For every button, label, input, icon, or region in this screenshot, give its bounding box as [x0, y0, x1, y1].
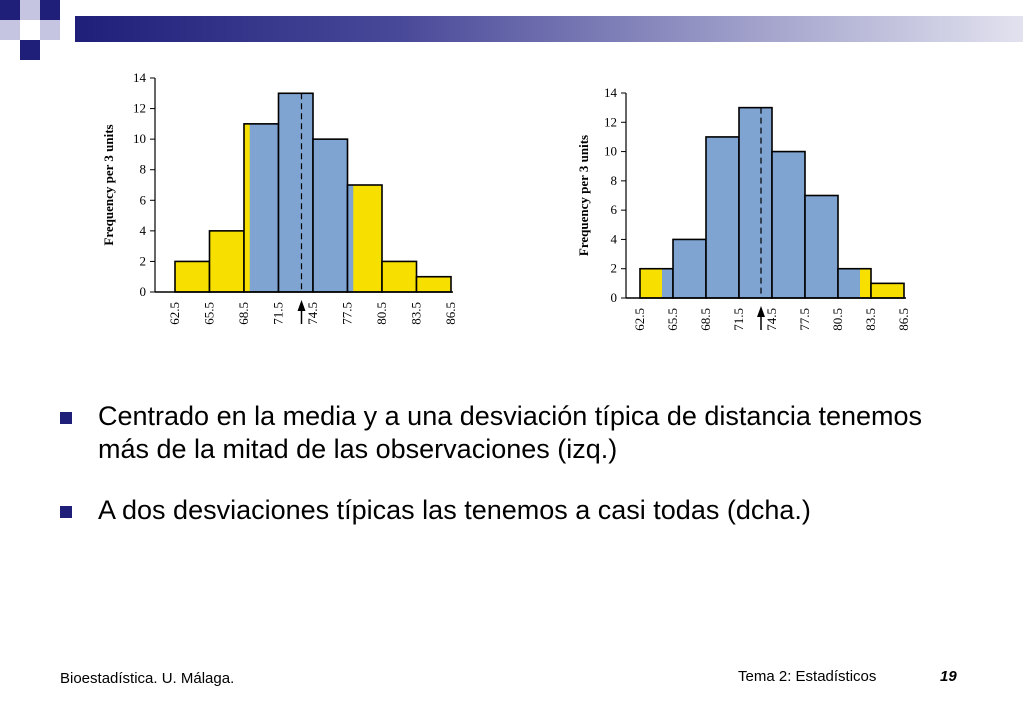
bar-fill-blue [347, 185, 354, 292]
x-tick-label: 71.5 [271, 302, 286, 325]
x-tick-label: 77.5 [797, 308, 812, 331]
x-tick-label: 77.5 [340, 302, 355, 325]
bar-fill-yellow [382, 261, 417, 292]
y-tick-label: 6 [140, 192, 147, 207]
y-tick-label: 10 [133, 131, 146, 146]
footer-course: Bioestadística. U. Málaga. [60, 670, 235, 687]
bullet-text: Centrado en la media y a una desviación … [98, 401, 923, 464]
x-tick-label: 65.5 [665, 308, 680, 331]
bar-fill-blue [838, 268, 860, 298]
bar-fill-blue [278, 93, 313, 293]
y-tick-label: 14 [604, 85, 618, 100]
bar-fill-blue [313, 139, 348, 292]
bar-fill-blue [662, 268, 673, 298]
bar-fill-blue [706, 136, 739, 298]
header-gradient-bar [75, 16, 1023, 42]
bar-fill-blue [673, 239, 706, 298]
x-tick-label: 80.5 [374, 302, 389, 325]
x-tick-label: 68.5 [236, 302, 251, 325]
x-tick-label: 80.5 [830, 308, 845, 331]
y-tick-label: 12 [133, 101, 146, 116]
y-axis-label: Frequency per 3 units [576, 135, 591, 256]
bar-fill-blue [739, 107, 772, 298]
y-tick-label: 14 [133, 70, 147, 85]
footer-title: Tema 2: Estadísticos [738, 668, 877, 685]
y-tick-label: 8 [611, 173, 618, 188]
y-tick-label: 8 [140, 162, 147, 177]
bullet-text: A dos desviaciones típicas las tenemos a… [98, 495, 811, 525]
y-tick-label: 10 [604, 144, 617, 159]
histogram-right: 0 2 4 6 8 10 12 14 Frequency per 3 units 62.5 65.5… [576, 85, 911, 331]
corner-square-light-3 [40, 20, 60, 40]
bar-fill-blue [772, 151, 805, 298]
x-tick-label: 74.5 [305, 302, 320, 325]
y-tick-label: 4 [140, 223, 147, 238]
histogram-left: 0 2 4 6 8 10 12 14 Frequency per 3 units 62.5 65.5… [101, 70, 458, 325]
bar-fill-yellow [209, 230, 244, 292]
bar-fill-yellow [871, 283, 904, 298]
y-tick-label: 2 [140, 253, 147, 268]
y-tick-label: 2 [611, 261, 618, 276]
bullet-list: Centrado en la media y a una desviación … [60, 400, 980, 555]
x-tick-label: 83.5 [409, 302, 424, 325]
mean-arrow-icon [757, 306, 765, 317]
y-tick-label: 6 [611, 202, 618, 217]
corner-square-light-2 [0, 20, 20, 40]
corner-square-light-1 [20, 0, 40, 20]
x-tick-label: 74.5 [764, 308, 779, 331]
bar-fill-blue [805, 195, 838, 298]
x-tick-label: 83.5 [863, 308, 878, 331]
x-tick-label: 62.5 [167, 302, 182, 325]
bar-fill-yellow [416, 276, 451, 292]
x-tick-label: 71.5 [731, 308, 746, 331]
y-tick-label: 12 [604, 114, 617, 129]
y-tick-label: 0 [611, 290, 618, 305]
x-tick-label: 86.5 [896, 308, 911, 331]
x-tick-label: 62.5 [632, 308, 647, 331]
mean-arrow-icon [297, 300, 306, 311]
bar-fill-blue [249, 123, 279, 292]
bullet-item: Centrado en la media y a una desviación … [60, 400, 980, 466]
corner-square-dark-2 [40, 0, 60, 20]
y-axis-label: Frequency per 3 units [101, 124, 116, 245]
square-bullet-icon [60, 506, 72, 518]
x-tick-label: 86.5 [443, 302, 458, 325]
x-tick-label: 65.5 [202, 302, 217, 325]
y-tick-label: 0 [140, 284, 147, 299]
slide-number: 19 [940, 668, 957, 685]
y-tick-label: 4 [611, 231, 618, 246]
bullet-item: A dos desviaciones típicas las tenemos a… [60, 494, 980, 527]
corner-square-dark-3 [20, 40, 40, 60]
corner-square-dark-1 [0, 0, 20, 20]
x-tick-label: 68.5 [698, 308, 713, 331]
square-bullet-icon [60, 412, 72, 424]
bar-fill-yellow [175, 261, 210, 292]
